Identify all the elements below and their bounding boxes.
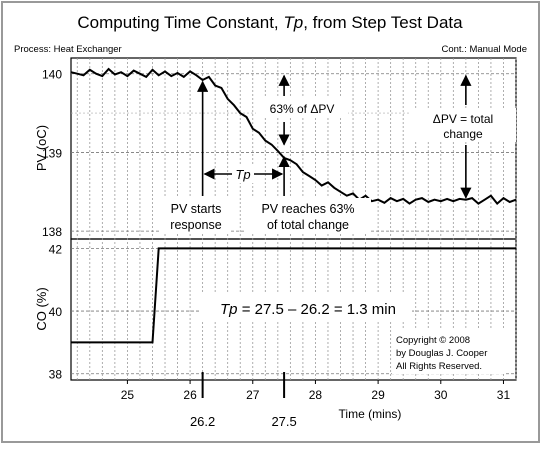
pct-label-bg [256, 98, 348, 118]
co-y-axis-label: CO (%) [34, 287, 49, 330]
copyright-line3: All Rights Reserved. [396, 361, 482, 372]
marker-label-start: 26.2 [190, 414, 215, 429]
equation-bg [200, 294, 412, 320]
co-plot-area [70, 238, 517, 381]
x-tick-labels: 25 26 27 28 29 30 31 [121, 380, 511, 402]
process-label: Process: Heat Exchanger [14, 44, 122, 55]
co-y-tick-label: 42 [49, 242, 63, 256]
delta-label-bg [410, 108, 516, 142]
marker-label-63: 27.5 [271, 414, 296, 429]
copyright-line1: Copyright © 2008 [396, 335, 470, 346]
copyright-line2: by Douglas J. Cooper [396, 348, 487, 359]
controller-label: Cont.: Manual Mode [441, 44, 527, 55]
x-tick-label: 30 [434, 388, 448, 402]
x-tick-label: 29 [371, 388, 385, 402]
x-axis-label: Time (mins) [339, 407, 402, 421]
chart-title: Computing Time Constant, Tp, from Step T… [77, 13, 463, 32]
x-tick-label: 27 [246, 388, 260, 402]
co-y-tick-label: 40 [49, 305, 63, 319]
pv-reaches-label-line2: of total change [267, 218, 349, 232]
co-series-line [71, 247, 516, 344]
co-y-tick-label: 38 [49, 368, 63, 382]
pv-reaches-label-line1: PV reaches 63% [261, 202, 354, 216]
tp-equation: Tp = 27.5 – 26.2 = 1.3 min [220, 301, 396, 318]
delta-pv-label-line1: ΔPV = total [433, 112, 493, 126]
pct-of-delta-label: 63% of ΔPV [270, 102, 335, 116]
x-tick-label: 28 [309, 388, 323, 402]
pv-y-tick-labels: 138 139 140 [42, 68, 62, 239]
delta-pv-label-line2: change [443, 127, 483, 141]
pv-starts-label-line2: response [170, 218, 221, 232]
pv-starts-label-line1: PV starts [171, 202, 222, 216]
copyright-bg [392, 330, 504, 374]
pv-y-tick-label: 140 [42, 68, 62, 82]
start-label-bg [160, 198, 230, 234]
tp-label: Tp [235, 167, 250, 182]
pv-y-tick-label: 138 [42, 225, 62, 239]
x-tick-label: 25 [121, 388, 135, 402]
reach-label-bg [245, 198, 371, 234]
pv-y-tick-label: 139 [42, 146, 62, 160]
x-tick-label: 31 [497, 388, 511, 402]
tp-label-bg [232, 165, 254, 183]
pv-series-line [70, 67, 517, 206]
pv-y-axis-label: PV (oC) [34, 125, 49, 171]
x-tick-label: 26 [183, 388, 197, 402]
co-y-tick-labels: 38 40 42 [49, 242, 63, 381]
